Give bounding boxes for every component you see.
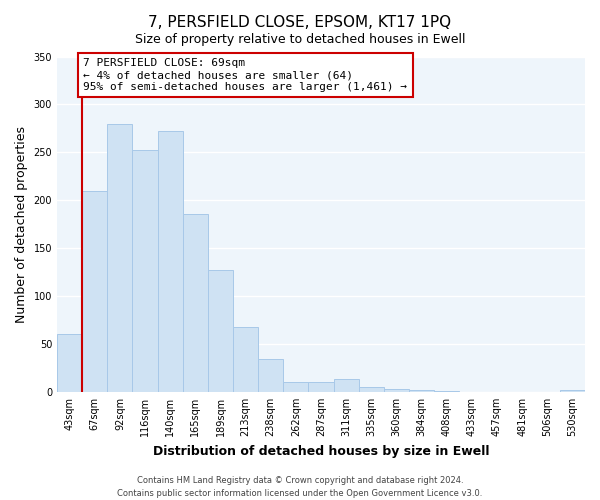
Bar <box>107 124 133 392</box>
Text: 7 PERSFIELD CLOSE: 69sqm
← 4% of detached houses are smaller (64)
95% of semi-de: 7 PERSFIELD CLOSE: 69sqm ← 4% of detache… <box>83 58 407 92</box>
Bar <box>183 214 208 392</box>
Bar <box>57 334 82 392</box>
Bar <box>434 391 459 392</box>
Bar <box>560 390 585 392</box>
Y-axis label: Number of detached properties: Number of detached properties <box>15 126 28 322</box>
Bar <box>283 382 308 392</box>
X-axis label: Distribution of detached houses by size in Ewell: Distribution of detached houses by size … <box>153 444 489 458</box>
Bar <box>409 390 434 392</box>
Text: Contains HM Land Registry data © Crown copyright and database right 2024.
Contai: Contains HM Land Registry data © Crown c… <box>118 476 482 498</box>
Bar <box>133 150 158 392</box>
Bar <box>258 360 283 392</box>
Bar <box>359 387 384 392</box>
Bar <box>334 380 359 392</box>
Text: Size of property relative to detached houses in Ewell: Size of property relative to detached ho… <box>135 32 465 46</box>
Bar <box>82 190 107 392</box>
Bar <box>308 382 334 392</box>
Bar <box>233 327 258 392</box>
Bar <box>158 132 183 392</box>
Text: 7, PERSFIELD CLOSE, EPSOM, KT17 1PQ: 7, PERSFIELD CLOSE, EPSOM, KT17 1PQ <box>148 15 452 30</box>
Bar <box>208 270 233 392</box>
Bar <box>384 389 409 392</box>
